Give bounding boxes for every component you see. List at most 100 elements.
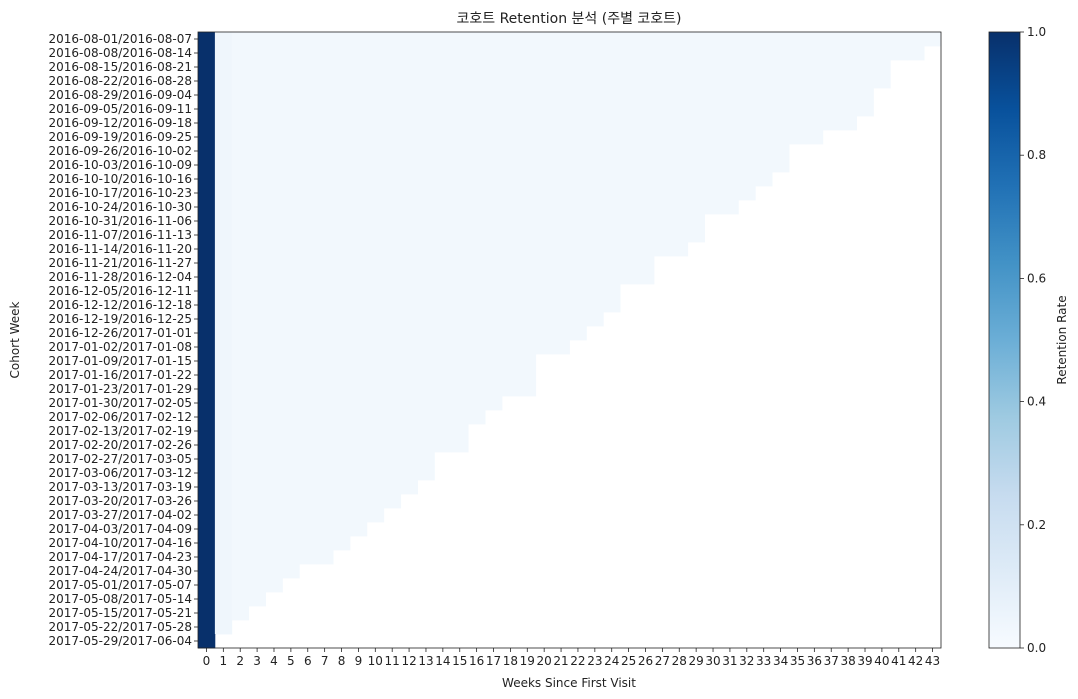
- x-tick-label: 16: [469, 654, 484, 668]
- heatmap-cell: [755, 46, 773, 61]
- heatmap-cell: [198, 214, 216, 229]
- heatmap-cell: [552, 172, 570, 187]
- heatmap-cell: [265, 158, 283, 173]
- heatmap-cell: [603, 256, 621, 271]
- heatmap-cell: [299, 508, 317, 523]
- heatmap-cell: [772, 130, 790, 145]
- heatmap-cell: [316, 116, 334, 131]
- heatmap-cell: [349, 186, 368, 201]
- heatmap-cell: [451, 214, 469, 229]
- heatmap-cell: [772, 32, 790, 47]
- heatmap-cell: [333, 242, 351, 257]
- heatmap-cell: [248, 130, 266, 145]
- heatmap-cell: [417, 32, 435, 47]
- heatmap-cell: [468, 130, 486, 145]
- heatmap-cell: [856, 60, 874, 75]
- heatmap-cell: [383, 256, 402, 271]
- heatmap-cell: [451, 186, 469, 201]
- colorbar-tick-label: 0.4: [1027, 395, 1046, 409]
- heatmap-cell: [299, 354, 317, 369]
- heatmap-cell: [603, 298, 621, 313]
- heatmap-cell: [620, 46, 638, 61]
- heatmap-cell: [569, 60, 587, 75]
- heatmap-cell: [366, 508, 385, 523]
- heatmap-cell: [231, 480, 250, 495]
- heatmap-cell: [653, 116, 672, 131]
- heatmap-cell: [468, 144, 486, 159]
- heatmap-cell: [349, 382, 368, 397]
- x-tick-label: 37: [824, 654, 839, 668]
- heatmap-cell: [198, 410, 216, 425]
- heatmap-cell: [400, 438, 418, 453]
- heatmap-cell: [349, 298, 368, 313]
- heatmap-cell: [687, 158, 705, 173]
- heatmap-cell: [282, 172, 300, 187]
- heatmap-cell: [231, 312, 250, 327]
- heatmap-cell: [518, 228, 537, 243]
- heatmap-cell: [383, 312, 402, 327]
- heatmap-cell: [569, 102, 587, 117]
- heatmap-cell: [569, 326, 587, 341]
- heatmap-cell: [485, 256, 503, 271]
- heatmap-cell: [248, 242, 266, 257]
- heatmap-cell: [704, 200, 722, 215]
- heatmap-cell: [214, 88, 233, 103]
- heatmap-cell: [772, 144, 790, 159]
- heatmap-cell: [485, 32, 503, 47]
- heatmap-cell: [873, 46, 891, 61]
- heatmap-cell: [451, 326, 469, 341]
- heatmap-cell: [552, 242, 570, 257]
- heatmap-cell: [248, 396, 266, 411]
- heatmap-cell: [198, 312, 216, 327]
- heatmap-cell: [231, 382, 250, 397]
- heatmap-cell: [518, 32, 537, 47]
- heatmap-cell: [400, 46, 418, 61]
- heatmap-cell: [316, 452, 334, 467]
- heatmap-cell: [603, 60, 621, 75]
- heatmap-cell: [299, 438, 317, 453]
- heatmap-cell: [535, 256, 554, 271]
- heatmap-cell: [333, 284, 351, 299]
- heatmap-cell: [231, 298, 250, 313]
- heatmap-cell: [316, 172, 334, 187]
- heatmap-cell: [620, 172, 638, 187]
- heatmap-cell: [468, 88, 486, 103]
- y-axis-label: Cohort Week: [8, 301, 22, 378]
- heatmap-cell: [198, 438, 216, 453]
- heatmap-cell: [383, 74, 402, 89]
- heatmap-cell: [214, 326, 233, 341]
- heatmap-cell: [400, 382, 418, 397]
- heatmap-cell: [518, 242, 537, 257]
- y-ticks: 2016-08-01/2016-08-072016-08-08/2016-08-…: [48, 32, 198, 648]
- heatmap-cell: [214, 74, 233, 89]
- heatmap-cell: [299, 312, 317, 327]
- heatmap-cell: [569, 214, 587, 229]
- heatmap-cell: [383, 494, 402, 509]
- heatmap-cell: [805, 102, 824, 117]
- heatmap-cell: [282, 158, 300, 173]
- heatmap-cell: [670, 46, 689, 61]
- heatmap-cell: [198, 116, 216, 131]
- heatmap-cell: [198, 242, 216, 257]
- heatmap-cell: [282, 130, 300, 145]
- heatmap-cell: [569, 298, 587, 313]
- heatmap-cell: [839, 60, 857, 75]
- heatmap-cell: [501, 312, 520, 327]
- heatmap-cell: [586, 256, 604, 271]
- heatmap-cell: [637, 144, 655, 159]
- x-tick-label: 35: [790, 654, 805, 668]
- heatmap-cell: [198, 88, 216, 103]
- heatmap-cell: [265, 284, 283, 299]
- heatmap-cell: [231, 88, 250, 103]
- heatmap-cell: [299, 284, 317, 299]
- heatmap-cell: [282, 508, 300, 523]
- heatmap-cell: [485, 60, 503, 75]
- heatmap-cell: [349, 256, 368, 271]
- heatmap-cell: [214, 200, 233, 215]
- heatmap-cell: [333, 130, 351, 145]
- heatmap-cell: [518, 186, 537, 201]
- heatmap-cell: [468, 228, 486, 243]
- heatmap-cell: [265, 172, 283, 187]
- heatmap-cell: [299, 550, 317, 565]
- heatmap-cell: [198, 368, 216, 383]
